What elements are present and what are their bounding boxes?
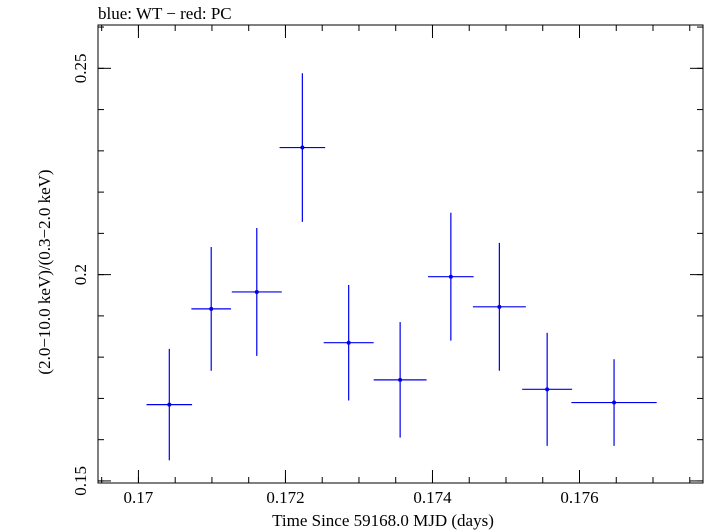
y-tick-label: 0.25 bbox=[71, 53, 90, 83]
data-point bbox=[545, 387, 550, 392]
data-point bbox=[612, 400, 617, 405]
x-tick-label: 0.174 bbox=[413, 488, 452, 507]
data-point bbox=[254, 289, 259, 294]
data-point bbox=[300, 145, 305, 150]
y-tick-label: 0.15 bbox=[71, 466, 90, 496]
data-point bbox=[209, 306, 214, 311]
data-point bbox=[167, 402, 172, 407]
x-axis-label: Time Since 59168.0 MJD (days) bbox=[272, 511, 494, 530]
series-wt bbox=[146, 73, 657, 461]
data-point bbox=[398, 377, 403, 382]
data-point bbox=[497, 304, 502, 309]
y-tick-label: 0.2 bbox=[71, 264, 90, 285]
chart-title: blue: WT − red: PC bbox=[98, 4, 232, 23]
axis-ticks: 0.17 0.172 0.174 0.176 0.15 0.2 0.25 bbox=[71, 25, 703, 507]
data-point bbox=[448, 274, 453, 279]
y-axis-label: (2.0−10.0 keV)/(0.3−2.0 keV) bbox=[35, 169, 54, 374]
x-tick-label: 0.176 bbox=[560, 488, 598, 507]
plot-frame bbox=[97, 24, 704, 484]
x-tick-label: 0.172 bbox=[266, 488, 304, 507]
data-point bbox=[346, 340, 351, 345]
x-tick-label: 0.17 bbox=[124, 488, 154, 507]
data-series bbox=[146, 73, 657, 461]
